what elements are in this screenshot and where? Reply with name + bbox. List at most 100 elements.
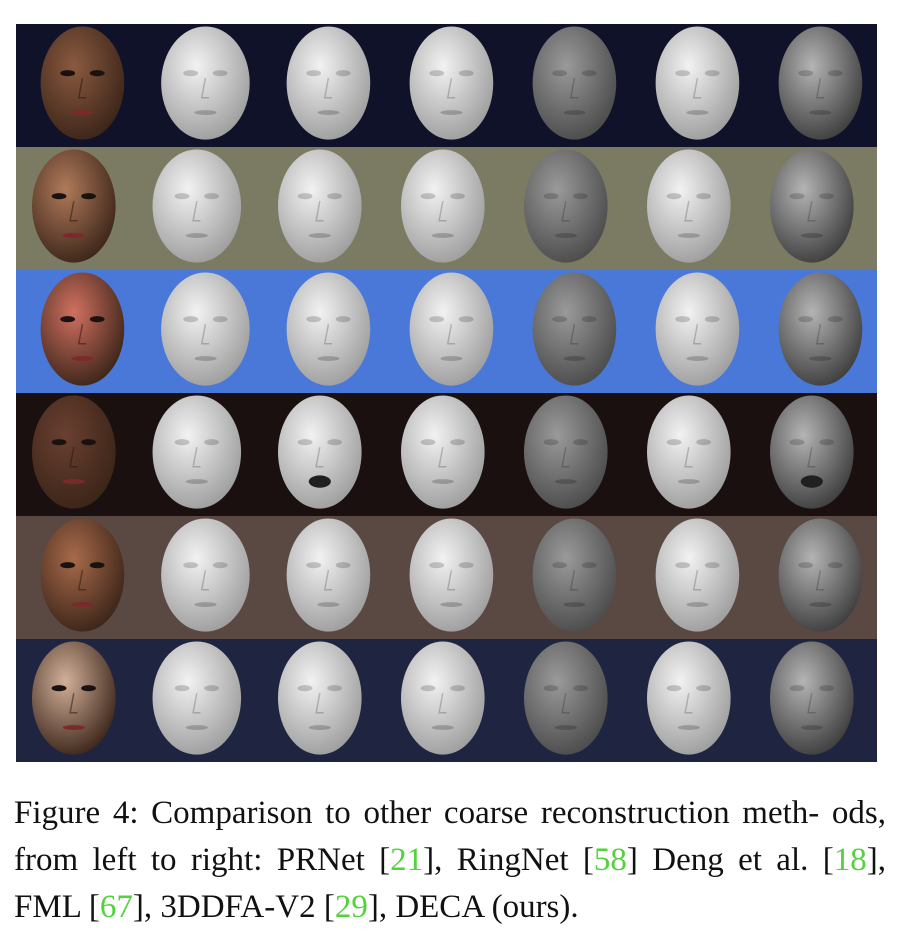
citation-link[interactable]: 18 [833, 842, 867, 878]
nose [684, 692, 693, 714]
mouth [317, 356, 340, 362]
reconstruction-render [139, 24, 262, 147]
cell-3ddfa_v2-row-2 [631, 147, 754, 270]
citation-link[interactable]: 58 [593, 842, 627, 878]
eye [420, 193, 436, 200]
eye [675, 562, 691, 569]
eye [183, 316, 199, 323]
nose [446, 569, 456, 591]
eye [60, 316, 76, 323]
mouth [554, 233, 577, 239]
cell-prnet-row-3 [139, 270, 262, 393]
nose [569, 569, 579, 591]
mouth [431, 479, 454, 485]
nose [69, 446, 78, 468]
eye [89, 70, 105, 77]
nose [561, 200, 570, 222]
eye [573, 193, 588, 200]
eye [327, 439, 342, 446]
mouth [809, 602, 832, 608]
cell-fml-row-2 [508, 147, 631, 270]
eye [573, 685, 588, 692]
eye [212, 70, 228, 77]
cell-ringnet-row-1 [262, 24, 385, 147]
face-mesh [286, 518, 371, 632]
mouth [809, 356, 832, 362]
nose [69, 692, 78, 714]
eye [212, 562, 228, 569]
eye [581, 316, 597, 323]
cell-ringnet-row-3 [262, 270, 385, 393]
nose [323, 323, 333, 345]
mouth [62, 233, 85, 239]
mouth [308, 475, 331, 488]
mouth [563, 602, 586, 608]
reconstruction-render [139, 516, 262, 639]
face-mesh [655, 272, 740, 386]
face [31, 641, 116, 755]
citation-link[interactable]: 29 [334, 889, 368, 925]
cell-deca-row-3 [754, 270, 877, 393]
cell-deng-row-6 [385, 639, 508, 762]
mouth [194, 602, 217, 608]
eye [297, 439, 313, 446]
mouth [677, 725, 700, 731]
citation-link[interactable]: 67 [99, 889, 133, 925]
eye [581, 70, 597, 77]
nose [315, 200, 324, 222]
cell-fml-row-4 [508, 393, 631, 516]
nose [561, 692, 570, 714]
reconstruction-render [508, 393, 631, 516]
face-mesh [769, 395, 854, 509]
mouth [809, 110, 832, 116]
reconstruction-render [139, 147, 262, 270]
reconstruction-render [754, 270, 877, 393]
nose [684, 446, 693, 468]
face-mesh [523, 641, 608, 755]
eye [335, 70, 351, 77]
cell-ringnet-row-5 [262, 516, 385, 639]
face-mesh [152, 149, 242, 263]
eye [704, 316, 720, 323]
mouth [440, 110, 463, 116]
mouth [431, 725, 454, 731]
cell-ringnet-row-2 [262, 147, 385, 270]
eye [450, 439, 465, 446]
eye [543, 193, 559, 200]
face-mesh [532, 26, 617, 140]
mouth [71, 356, 94, 362]
face-mesh [655, 26, 740, 140]
citation-link[interactable]: 21 [390, 842, 424, 878]
eye [51, 439, 67, 446]
eye [552, 316, 568, 323]
cell-deca-row-4 [754, 393, 877, 516]
reconstruction-render [631, 393, 754, 516]
nose [807, 692, 816, 714]
eye [81, 193, 96, 200]
cell-3ddfa_v2-row-4 [631, 393, 754, 516]
mouth [308, 725, 331, 731]
nose [569, 77, 579, 99]
cell-fml-row-5 [508, 516, 631, 639]
reconstruction-render [508, 516, 631, 639]
nose [77, 569, 87, 591]
face-mesh [523, 149, 608, 263]
reconstruction-render [631, 147, 754, 270]
caption-text: ] Deng et al. [ [626, 842, 834, 878]
face-mesh [277, 395, 362, 509]
nose [815, 323, 825, 345]
eye [798, 70, 814, 77]
cell-3ddfa_v2-row-1 [631, 24, 754, 147]
mouth [554, 725, 577, 731]
mouth [677, 479, 700, 485]
mouth [185, 479, 208, 485]
cell-fml-row-1 [508, 24, 631, 147]
eye [573, 439, 588, 446]
face-mesh [532, 518, 617, 632]
mouth [686, 110, 709, 116]
mouth [440, 602, 463, 608]
cell-3ddfa_v2-row-3 [631, 270, 754, 393]
reconstruction-render [631, 639, 754, 762]
eye [543, 685, 559, 692]
cell-prnet-row-6 [139, 639, 262, 762]
